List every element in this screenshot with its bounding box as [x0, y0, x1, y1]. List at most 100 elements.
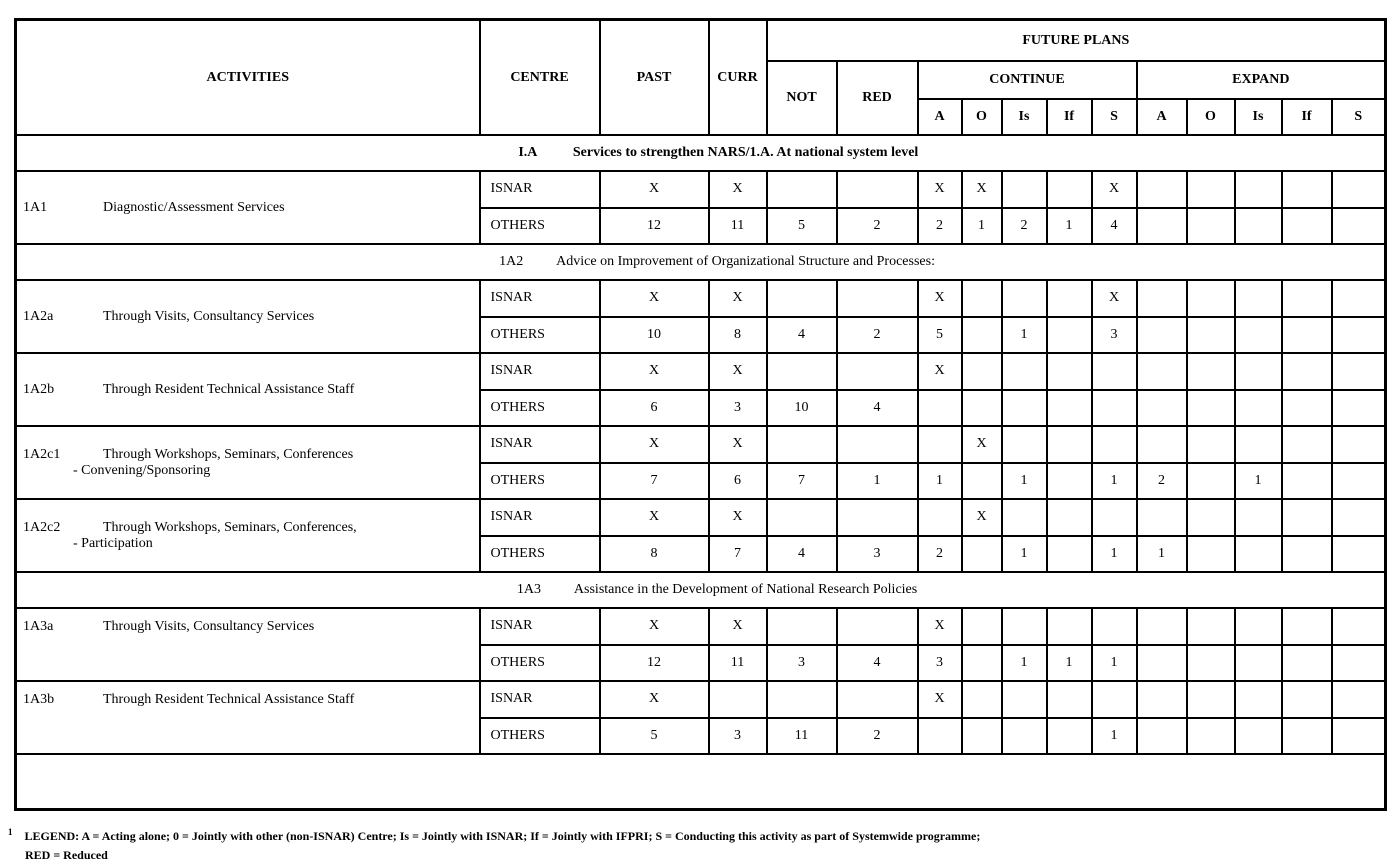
value-cell — [765, 680, 838, 719]
value-cell — [916, 388, 963, 427]
section-code: 1A3 — [516, 582, 541, 597]
value-cell — [916, 498, 963, 537]
section-heading: 1A3 Assistance in the Development of Nati… — [14, 571, 1387, 609]
value-cell — [1280, 716, 1333, 755]
value-cell — [1280, 498, 1333, 537]
centre-cell: OTHERS — [478, 534, 601, 573]
activities-table: ACTIVITIES CENTRE PAST CURR FUTURE PLANS… — [14, 18, 1388, 811]
blank-cell — [14, 753, 1387, 811]
value-cell — [960, 388, 1003, 427]
value-cell — [765, 425, 838, 464]
activity-code: 1A2c2 — [23, 519, 61, 535]
value-cell: X — [960, 170, 1003, 209]
value-cell — [916, 716, 963, 755]
value-cell: X — [707, 279, 768, 318]
value-cell — [1330, 388, 1387, 427]
value-cell — [1185, 534, 1236, 573]
value-cell — [916, 425, 963, 464]
value-cell — [960, 461, 1003, 500]
value-cell: 3 — [835, 534, 919, 573]
table-row: OTHERS 6 3 10 4 — [16, 388, 1387, 427]
value-cell: 12 — [598, 206, 710, 245]
activity-cell: 1A3b Through Resident Technical Assistanc… — [14, 680, 481, 755]
table-row: 1A2c1 Through Workshops, Seminars, Confer… — [14, 425, 1387, 500]
activity-label: 1A1 Diagnostic/Assessment Services — [23, 200, 479, 216]
value-cell — [1045, 425, 1093, 464]
centre-cell: ISNAR — [478, 279, 601, 318]
section-code: I.A — [518, 145, 538, 160]
value-cell — [1000, 279, 1048, 318]
legend-line-2: RED = Reduced — [25, 848, 108, 862]
centre-cell: OTHERS — [478, 716, 601, 755]
value-cell: 10 — [598, 315, 710, 354]
activity-title: Through Resident Technical Assistance St… — [103, 692, 355, 707]
activity-code: 1A2c1 — [23, 446, 61, 462]
value-cell: 12 — [598, 643, 710, 682]
value-cell: 10 — [765, 388, 838, 427]
value-cell — [1135, 607, 1188, 646]
header-past: PAST — [598, 18, 710, 136]
value-cell — [1045, 680, 1093, 719]
value-cell: 7 — [707, 534, 768, 573]
value-cell: 2 — [835, 315, 919, 354]
value-cell: 8 — [598, 534, 710, 573]
value-cell — [1233, 206, 1283, 245]
value-cell — [1233, 643, 1283, 682]
value-cell — [1280, 534, 1333, 573]
value-cell — [960, 352, 1003, 391]
centre-cell: OTHERS — [478, 643, 601, 682]
value-cell — [1330, 716, 1387, 755]
value-cell — [835, 170, 919, 209]
value-cell: X — [598, 279, 710, 318]
activity-cell: 1A2c2 Through Workshops, Seminars, Confer… — [14, 498, 481, 573]
value-cell: 1 — [1000, 534, 1048, 573]
value-cell: 6 — [707, 461, 768, 500]
value-cell — [1185, 425, 1236, 464]
value-cell — [960, 279, 1003, 318]
activity-cell: 1A2b Through Resident Technical Assistanc… — [14, 352, 481, 427]
value-cell — [1280, 352, 1333, 391]
value-cell: X — [916, 352, 963, 391]
value-cell — [1330, 206, 1387, 245]
table-row: OTHERS 12 11 5 2 2 1 2 1 4 — [16, 206, 1387, 245]
value-cell: 2 — [916, 206, 963, 245]
centre-cell: ISNAR — [478, 680, 601, 719]
value-cell — [1135, 425, 1188, 464]
value-cell: 11 — [707, 643, 768, 682]
value-cell: 7 — [598, 461, 710, 500]
section-code: 1A2 — [499, 254, 524, 269]
value-cell — [1280, 607, 1333, 646]
section-row: 1A2 Advice on Improvement of Organization… — [14, 243, 1387, 281]
value-cell — [1135, 643, 1188, 682]
section-title: Assistance in the Development of Nationa… — [573, 582, 918, 597]
value-cell — [1185, 315, 1236, 354]
value-cell — [1330, 643, 1387, 682]
value-cell — [1135, 170, 1188, 209]
value-cell — [1135, 498, 1188, 537]
header-expand: EXPAND — [1135, 60, 1387, 100]
value-cell — [1000, 498, 1048, 537]
value-cell — [765, 352, 838, 391]
table-row: OTHERS 5 3 11 2 1 — [16, 716, 1387, 755]
value-cell: X — [1090, 170, 1138, 209]
value-cell: X — [598, 425, 710, 464]
header-expand-is: Is — [1233, 98, 1283, 136]
value-cell — [1045, 388, 1093, 427]
header-expand-a: A — [1135, 98, 1188, 136]
value-cell — [1045, 279, 1093, 318]
value-cell — [1233, 388, 1283, 427]
value-cell: X — [707, 352, 768, 391]
value-cell — [1185, 279, 1236, 318]
value-cell: X — [916, 279, 963, 318]
value-cell: 8 — [707, 315, 768, 354]
value-cell — [1045, 716, 1093, 755]
header-activities: ACTIVITIES — [14, 18, 481, 136]
value-cell — [835, 425, 919, 464]
value-cell: X — [1090, 279, 1138, 318]
value-cell — [1330, 461, 1387, 500]
value-cell: X — [707, 498, 768, 537]
value-cell — [1330, 352, 1387, 391]
activity-code: 1A2b — [23, 381, 55, 397]
activity-label: 1A3b Through Resident Technical Assistanc… — [23, 692, 479, 708]
activity-subtitle: - Convening/Sponsoring — [73, 462, 211, 478]
